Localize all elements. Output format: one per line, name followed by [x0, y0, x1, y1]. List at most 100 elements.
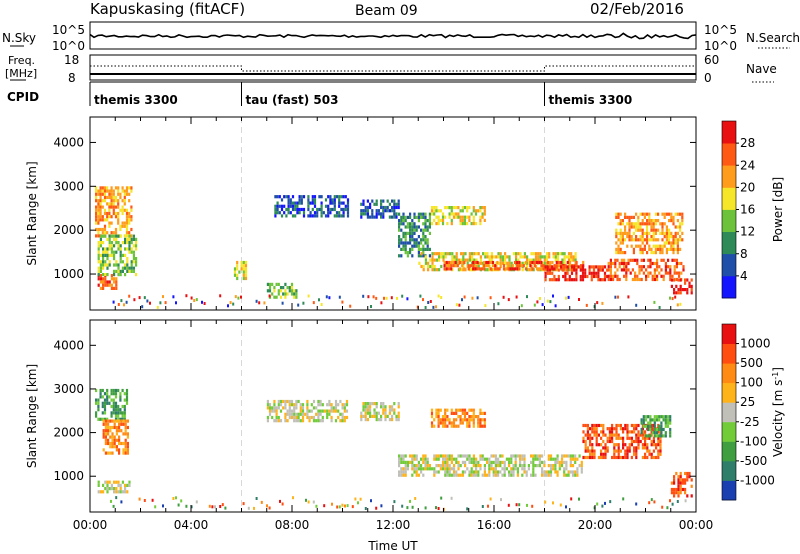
echo-cell — [479, 454, 482, 458]
echo-cell — [538, 460, 541, 464]
echo-cell — [640, 421, 643, 425]
echo-cell — [273, 409, 276, 413]
echo-cell — [373, 202, 376, 206]
echo-cell — [614, 295, 617, 299]
echo-cell — [632, 238, 635, 242]
echo-cell — [497, 470, 500, 474]
echo-cell — [533, 264, 536, 268]
echo-cell — [320, 195, 323, 199]
echo-cell — [503, 464, 506, 468]
echo-cell — [672, 241, 675, 245]
echo-cell — [114, 417, 118, 421]
freq-left-tick-bottom: 8 — [68, 71, 76, 85]
echo-cell — [338, 505, 341, 509]
echo-cell — [430, 411, 434, 415]
echo-cell — [415, 464, 418, 468]
echo-cell — [468, 473, 471, 477]
echo-cell — [626, 427, 629, 431]
echo-cell — [97, 253, 100, 257]
echo-cell — [554, 457, 557, 461]
echo-cell — [391, 408, 394, 412]
echo-cell — [523, 464, 526, 468]
echo-cell — [277, 419, 280, 423]
echo-cell — [453, 457, 456, 461]
echo-cell — [119, 244, 122, 248]
echo-cell — [563, 470, 566, 474]
echo-cell — [686, 471, 689, 476]
echo-cell — [479, 411, 482, 415]
echo-cell — [413, 454, 416, 458]
echo-cell — [608, 439, 611, 444]
echo-cell — [611, 423, 614, 428]
echo-cell — [290, 412, 294, 416]
echo-cell — [315, 406, 318, 410]
echo-cell — [615, 251, 618, 255]
echo-cell — [115, 283, 118, 287]
echo-cell — [581, 268, 585, 272]
echo-cell — [646, 443, 649, 447]
echo-cell — [641, 251, 644, 255]
echo-cell — [475, 460, 478, 464]
echo-cell — [286, 409, 289, 413]
echo-cell — [653, 434, 656, 438]
echo-cell — [552, 467, 555, 471]
echo-cell — [633, 452, 636, 456]
echo-cell — [391, 215, 394, 219]
echo-cell — [507, 267, 510, 271]
echo-cell — [512, 252, 515, 256]
echo-cell — [317, 399, 320, 404]
y-tick-label: 2000 — [53, 223, 84, 237]
echo-cell — [457, 460, 460, 464]
echo-cell — [417, 212, 420, 216]
echo-cell — [631, 268, 634, 272]
echo-cell — [364, 205, 367, 210]
echo-cell — [455, 411, 458, 415]
echo-cell — [103, 192, 107, 196]
echo-cell — [635, 427, 638, 431]
echo-cell — [375, 411, 378, 415]
echo-cell — [441, 424, 445, 428]
echo-cell — [297, 419, 300, 423]
echo-cell — [679, 478, 682, 482]
echo-cell — [625, 274, 628, 278]
echo-cell — [476, 267, 479, 271]
echo-cell — [552, 255, 555, 259]
echo-cell — [565, 473, 568, 477]
echo-cell — [538, 457, 541, 461]
echo-cell — [491, 260, 495, 265]
echo-cell — [268, 412, 272, 416]
echo-cell — [428, 254, 431, 258]
echo-cell — [681, 487, 684, 492]
echo-cell — [413, 212, 416, 216]
echo-cell — [674, 295, 677, 299]
echo-cell — [530, 258, 533, 262]
echo-cell — [97, 480, 100, 484]
echo-cell — [364, 212, 367, 216]
echo-cell — [398, 228, 401, 232]
echo-cell — [477, 418, 480, 422]
echo-cell — [607, 268, 610, 272]
echo-cell — [391, 418, 394, 422]
echo-cell — [541, 470, 544, 474]
echo-cell — [560, 454, 564, 458]
echo-cell — [644, 434, 648, 438]
echo-cell — [346, 211, 350, 215]
echo-cell — [106, 273, 109, 277]
echo-cell — [430, 222, 434, 226]
echo-cell — [670, 241, 673, 245]
echo-cell — [603, 274, 607, 279]
echo-cell — [658, 306, 661, 309]
echo-cell — [106, 231, 109, 235]
echo-cell — [455, 408, 458, 412]
echo-cell — [293, 295, 296, 299]
echo-cell — [622, 443, 625, 447]
echo-cell — [233, 270, 237, 274]
echo-cell — [338, 295, 341, 299]
echo-cell — [293, 289, 296, 293]
echo-cell — [615, 241, 618, 245]
echo-cell — [554, 304, 557, 308]
echo-cell — [676, 303, 679, 307]
echo-cell — [642, 418, 645, 422]
echo-cell — [646, 235, 649, 239]
